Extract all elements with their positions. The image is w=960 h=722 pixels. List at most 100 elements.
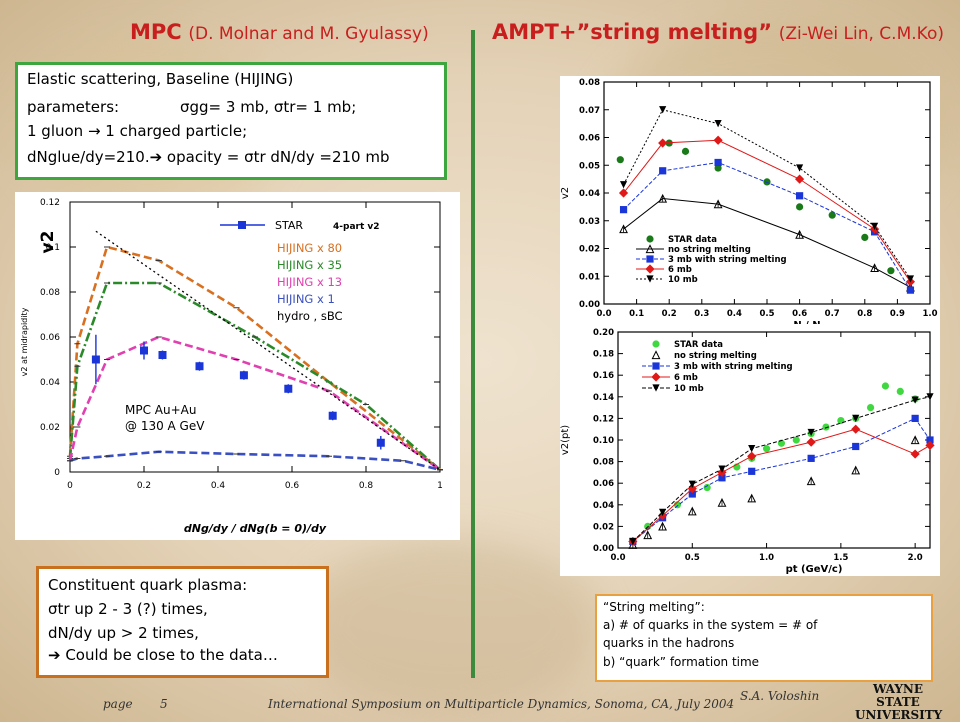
data-point (910, 449, 920, 459)
y-tick-label: 0.04 (593, 501, 614, 511)
y-tick-label: 0.05 (579, 161, 600, 171)
data-point (714, 158, 722, 167)
y-tick-label: 0.04 (40, 378, 60, 388)
data-point (713, 135, 723, 145)
data-point (658, 508, 667, 516)
sm-line4: b) “quark” formation time (603, 655, 760, 669)
data-point (619, 206, 628, 214)
data-point (619, 181, 628, 189)
y-tick-label: 0.12 (593, 414, 614, 424)
x-tick-label: 0.4 (727, 309, 742, 319)
y-tick-label: 0.02 (40, 423, 60, 433)
y-tick-label: 0.12 (40, 198, 60, 208)
data-point (852, 414, 860, 422)
data-point (703, 483, 711, 492)
x-tick-label: 0.8 (857, 309, 872, 319)
background-blob (300, 540, 600, 710)
data-point (796, 192, 804, 200)
y-tick-label: 0.08 (593, 458, 614, 468)
data-point (870, 263, 879, 273)
x-tick-label: 1.0 (922, 309, 937, 319)
star-point (284, 384, 293, 393)
university-logo: WAYNE STATE UNIVERSITY (855, 682, 942, 722)
mpc-box-line1: Elastic scattering, Baseline (HIJING) (27, 70, 294, 88)
legend-label: 6 mb (674, 373, 698, 383)
legend-entry: HIJING x 80 (277, 241, 342, 255)
star-point (140, 346, 148, 355)
left-title: MPC (D. Molnar and M. Gyulassy) (130, 20, 429, 44)
x-tick-label: 0.0 (596, 309, 611, 319)
x-tick-label: 0.7 (825, 309, 840, 319)
data-point (861, 233, 869, 241)
ampt-centrality-panel: 0.0 0.1 0.2 0.3 0.4 0.5 0.6 0.7 0.8 0.9 1.0 0.00 0.0… (560, 76, 940, 331)
string-melting-note: “String melting”: a) # of quarks in the … (595, 594, 933, 682)
series-line (68, 245, 441, 471)
x-axis-label: pt (GeV/c) (786, 564, 843, 575)
y-tick-label: 0.01 (579, 272, 600, 282)
y-tick-label: 0.20 (593, 328, 614, 338)
logo-line2: UNIVERSITY (855, 708, 943, 722)
y-tick-label: 0.00 (593, 544, 614, 554)
legend-marker (646, 255, 654, 263)
y-tick-label: 0.10 (593, 436, 614, 446)
cqp-line4: ➔ Could be close to the data… (48, 646, 278, 664)
data-point (643, 530, 653, 540)
data-point (887, 267, 895, 275)
sm-line1: “String melting”: (603, 600, 705, 614)
x-tick-label: 2.0 (908, 553, 923, 563)
data-point (659, 167, 667, 175)
annotation-line1: MPC Au+Au (125, 403, 196, 417)
data-point (748, 467, 756, 475)
x-tick-label: 0.6 (792, 309, 807, 319)
data-point (718, 474, 726, 482)
y-tick-label: 0.08 (40, 288, 60, 298)
legend-marker (645, 264, 655, 274)
data-point (796, 164, 804, 172)
legend-marker (646, 235, 654, 243)
quark-plasma-box: Constituent quark plasma: σtr up 2 - 3 (… (36, 566, 329, 678)
series-line (623, 139, 911, 283)
mpc-chart-panel: 0 0.2 0.4 0.6 0.8 1 0 0.02 0.04 0.06 0.08 0.1 0.12 v2… (15, 192, 460, 540)
data-point (618, 188, 629, 198)
y-axis-label: v2 at midrapidity (20, 307, 29, 376)
x-tick-label: 0.5 (759, 309, 774, 319)
series-line (623, 109, 911, 280)
x-axis-label: dNg/dy / dNg(b = 0)/dy (184, 522, 327, 535)
left-title-sub: (D. Molnar and M. Gyulassy) (188, 24, 429, 44)
y-tick-label: 0.06 (40, 333, 60, 343)
data-point (688, 480, 696, 488)
data-point (748, 445, 756, 453)
series-line (632, 417, 931, 542)
legend-entry: HIJING x 1 (277, 292, 335, 306)
legend-label: 6 mb (668, 265, 692, 275)
data-point (713, 199, 723, 209)
y-tick-label: 0.06 (593, 479, 614, 489)
data-point (870, 222, 879, 230)
legend-label: 10 mb (674, 384, 704, 394)
y-tick-label: 0.02 (579, 245, 600, 255)
footer-page-number: 5 (160, 697, 168, 711)
x-tick-label: 0.6 (285, 481, 300, 491)
x-tick-label: 0.5 (685, 553, 700, 563)
data-point (807, 428, 815, 437)
y-tick-label: 0 (54, 468, 60, 478)
data-point (747, 493, 757, 503)
data-point (906, 286, 915, 294)
legend-label: STAR data (674, 340, 723, 350)
right-title-sub: (Zi-Wei Lin, C.M.Ko) (778, 24, 944, 44)
series-line (632, 396, 931, 542)
data-point (806, 476, 816, 486)
y-tick-label: 0.06 (579, 134, 600, 144)
legend-marker (651, 350, 661, 360)
data-point (718, 465, 726, 473)
logo-line1: WAYNE STATE (872, 682, 924, 709)
x-tick-label: 1.0 (759, 553, 774, 563)
data-point (681, 147, 690, 155)
data-point (659, 106, 667, 114)
legend-label: 3 mb with string melting (668, 255, 787, 265)
x-tick-label: 0 (67, 481, 73, 491)
cqp-line1: Constituent quark plasma: (48, 576, 248, 594)
y-tick-label: 0.02 (593, 522, 614, 532)
y-tick-label: 0.07 (579, 106, 600, 116)
cqp-line2: σtr up 2 - 3 (?) times, (48, 600, 208, 618)
